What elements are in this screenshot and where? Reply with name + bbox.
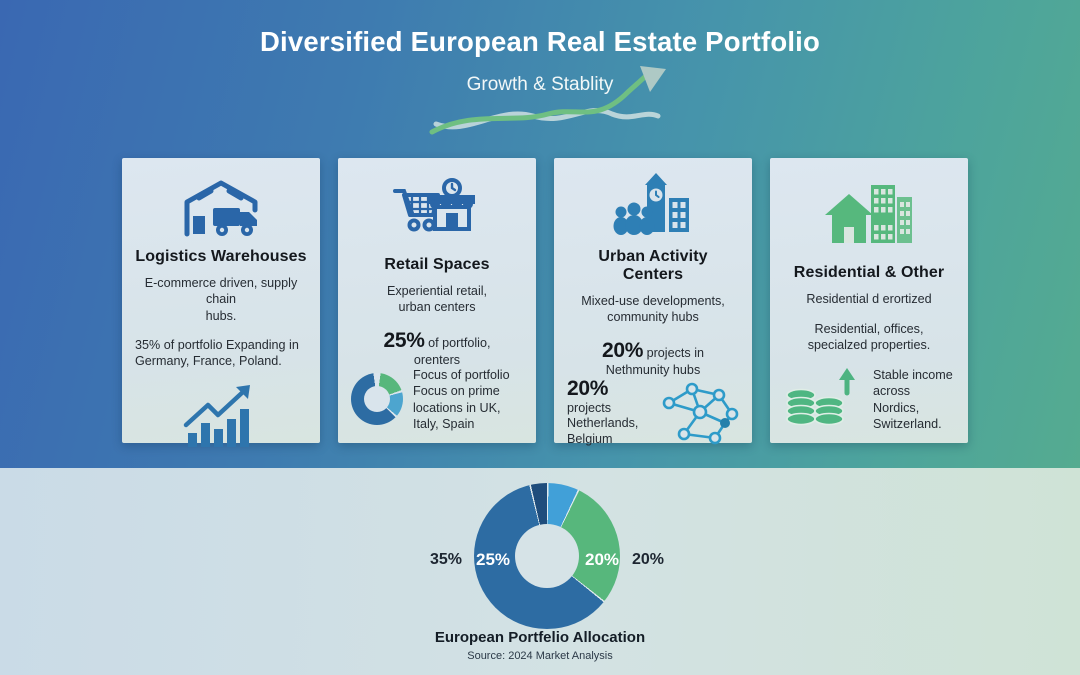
card-body-1: Experiential retail, urban centers (386, 283, 488, 315)
retail-footer-text: Focus of portfolio Focus on prime locati… (413, 367, 510, 432)
house-buildings-icon (825, 185, 912, 244)
donut-label-inside-right: 20% (585, 550, 620, 569)
card-title: Retail Spaces (384, 255, 490, 273)
card-title: Logistics Warehouses (135, 248, 307, 265)
urban-stat1-text: projects in (643, 345, 705, 360)
donut-label-outside-left: 35% (430, 551, 463, 568)
urban-stat-line-2: 20% projects (567, 377, 655, 415)
donut-label-outside-right: 20% (632, 551, 665, 568)
card-body-1: Mixed-use developments, community hubs (581, 294, 725, 325)
residential-footer-text: Stable income across Nordics, Switzerlan… (873, 367, 953, 432)
page-title: Diversified European Real Estate Portfol… (259, 26, 821, 57)
retail-stat-line-2: orenters (413, 352, 461, 367)
card-body-1: E-commerce driven, supply chain hubs. (144, 276, 298, 323)
sector-cards: Logistics Warehouses E-commerce driven, … (122, 158, 968, 447)
clock-tower-people-icon (613, 173, 689, 235)
retail-stat-text: of portfolio, (424, 335, 491, 350)
donut-hole (515, 524, 579, 588)
retail-stat-value: 25% (383, 328, 425, 352)
donut-label-inside-left: 25% (476, 550, 511, 569)
mini-donut-chart-icon (351, 372, 403, 425)
portfolio-donut-chart (474, 483, 620, 629)
card-title: Urban Activity Centers (598, 248, 708, 283)
card-body-2: 35% of portfolio Expanding in Germany, F… (135, 338, 299, 369)
page-subtitle: Growth & Stablity (466, 74, 614, 95)
coin-stacks-up-arrow-icon (786, 367, 855, 425)
card-body-2: Residential, offices, specialzed propert… (807, 321, 931, 353)
card-retail-spaces: Retail Spaces Experiential retail, urban… (338, 158, 536, 443)
urban-stat-line-1b: Nethmunity hubs (605, 362, 701, 377)
urban-stat2-value: 20% (567, 376, 609, 400)
card-urban-activity-centers: Urban Activity Centers Mixed-use develop… (554, 158, 752, 446)
retail-stat-line: 25% of portfolio, (351, 329, 523, 353)
card-title: Residential & Other (793, 264, 945, 282)
card-body-1: Residential d erortized (806, 292, 932, 307)
urban-stat2-text: projects (567, 400, 612, 415)
rising-bar-chart-icon (183, 384, 250, 447)
growth-wave-arrow-icon (429, 66, 666, 135)
urban-stat2-lines: Netherlands, Belgium (567, 415, 639, 447)
chart-source: Source: 2024 Market Analysis (467, 650, 613, 662)
network-graph-icon (662, 382, 739, 445)
card-logistics-warehouses: Logistics Warehouses E-commerce driven, … (122, 158, 320, 447)
urban-stat1-value: 20% (601, 338, 644, 362)
card-residential-other: Residential & Other Residential d erorti… (770, 158, 968, 443)
warehouse-truck-icon (184, 180, 258, 237)
urban-stat-line-1: 20% projects in (567, 339, 739, 363)
chart-caption: European Portfelio Allocation (434, 629, 646, 646)
storefront-cart-icon (393, 177, 475, 232)
